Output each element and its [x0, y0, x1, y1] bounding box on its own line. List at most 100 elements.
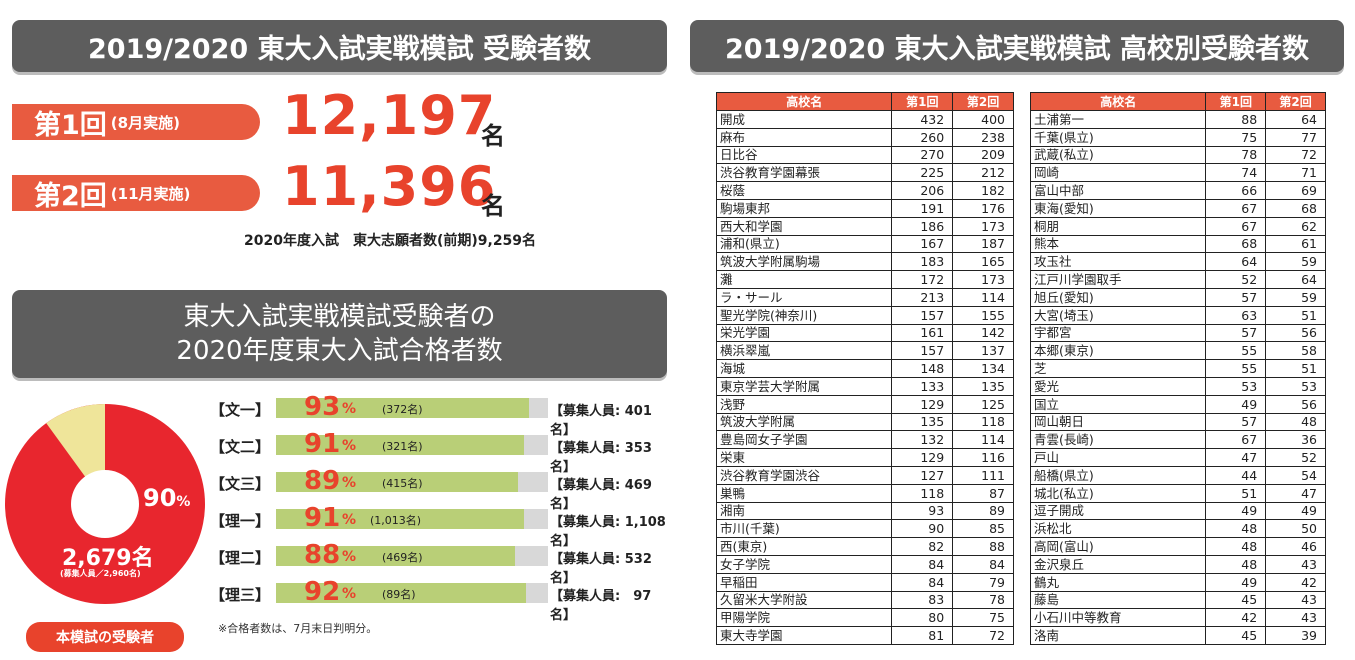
table-row: 女子学院 84 84 — [715, 555, 1014, 574]
faculty-passers: (469名) — [382, 551, 423, 564]
faculty-quota: 【募集人員: 401名】 — [550, 404, 652, 438]
donut-percent: 90% — [143, 484, 190, 512]
examinees-label: 本模試の受験者 — [26, 622, 184, 652]
faculty-quota: 【募集人員: 353名】 — [550, 441, 652, 475]
round2-unit: 名 — [481, 192, 505, 220]
table-row: 千葉(県立) 75 77 — [1029, 128, 1326, 147]
table-row: 栄光学園 161 142 — [715, 324, 1014, 343]
round1-count-cell: 260 — [891, 128, 954, 147]
school-name-cell: 麻布 — [715, 128, 893, 147]
round1-count-cell: 57 — [1205, 324, 1267, 343]
school-title: 2019/2020 東大入試実戦模試 高校別受験者数 — [725, 33, 1309, 65]
table-row: 日比谷 270 209 — [715, 146, 1014, 165]
round2-count-cell: 53 — [1265, 377, 1326, 396]
faculty-percent: 88 — [304, 540, 341, 570]
school-name-cell: 開成 — [715, 110, 893, 129]
round2-count-cell: 56 — [1265, 324, 1326, 343]
table-row: 藤島 45 43 — [1029, 591, 1326, 610]
round1-count-cell: 93 — [891, 502, 954, 521]
round2-count-cell: 72 — [1265, 146, 1326, 165]
round1-count-cell: 78 — [1205, 146, 1267, 165]
table-row: 鶴丸 49 42 — [1029, 573, 1326, 592]
school-name-cell: 湘南 — [715, 502, 893, 521]
table-row: 高岡(富山) 48 46 — [1029, 537, 1326, 556]
faculty-bar-track: 91% (1,013名) — [276, 503, 548, 533]
round2-count-cell: 173 — [952, 217, 1014, 236]
school-name-cell: 早稲田 — [715, 573, 893, 592]
round2-count-cell: 111 — [952, 466, 1014, 485]
faculty-percent: 89 — [304, 466, 341, 496]
table-row: 浦和(県立) 167 187 — [715, 235, 1014, 254]
round2-count-cell: 71 — [1265, 163, 1326, 183]
school-name-cell: 金沢泉丘 — [1029, 555, 1207, 574]
school-name-cell: 駒場東邦 — [715, 199, 893, 218]
round1-count-cell: 67 — [1205, 217, 1267, 236]
round2-count-cell: 52 — [1265, 448, 1326, 467]
round1-count-cell: 48 — [1205, 519, 1267, 539]
school-name-cell: 浦和(県立) — [715, 235, 893, 254]
participants-title: 2019/2020 東大入試実戦模試 受験者数 — [88, 33, 591, 65]
table-row: 浅野 129 125 — [715, 395, 1014, 414]
round1-count-cell: 135 — [891, 413, 954, 432]
round2-count-cell: 49 — [1265, 502, 1326, 521]
col-header-round1: 第1回 — [891, 92, 954, 111]
round1-count-cell: 132 — [891, 430, 954, 450]
round1-count-cell: 432 — [891, 110, 954, 129]
round2-count-cell: 42 — [1265, 573, 1326, 592]
round2-count-cell: 36 — [1265, 430, 1326, 450]
faculty-row: 【理一】 91% (1,013名) 【募集人員: 1,108名】 — [210, 503, 670, 549]
faculty-name: 【理二】 — [210, 549, 271, 567]
school-name-cell: 旭丘(愛知) — [1029, 288, 1207, 307]
school-table-1: 高校名 第1回 第2回 開成 432 400 麻布 260 238 日比谷 270 209 渋谷教… — [715, 92, 1014, 645]
school-name-cell: 東大寺学園 — [715, 626, 893, 645]
school-name-cell: 桐朋 — [1029, 217, 1207, 236]
school-name-cell: 日比谷 — [715, 146, 893, 165]
round2-count-cell: 54 — [1265, 466, 1326, 485]
round2-count-cell: 114 — [952, 430, 1014, 450]
faculty-name: 【文三】 — [210, 475, 271, 493]
table-row: 浜松北 48 50 — [1029, 519, 1326, 539]
round1-count-cell: 48 — [1205, 555, 1267, 574]
faculty-bar-fill — [276, 583, 526, 603]
school-name-cell: 栄東 — [715, 448, 893, 467]
round2-count-cell: 56 — [1265, 395, 1326, 414]
school-name-cell: 東海(愛知) — [1029, 199, 1207, 218]
round2-count-cell: 75 — [952, 608, 1014, 628]
school-name-cell: 宇都宮 — [1029, 324, 1207, 343]
round2-count-cell: 118 — [952, 413, 1014, 432]
school-name-cell: 甲陽学院 — [715, 608, 893, 628]
round1-count-cell: 75 — [1205, 128, 1267, 147]
faculty-name: 【理一】 — [210, 512, 271, 530]
round1-count-cell: 84 — [891, 555, 954, 574]
table-row: 芝 55 51 — [1029, 359, 1326, 378]
round2-count-cell: 46 — [1265, 537, 1326, 556]
round2-count-cell: 39 — [1265, 626, 1326, 645]
faculty-passers: (415名) — [382, 477, 423, 490]
passers-banner: 東大入試実戦模試受験者の 2020年度東大入試合格者数 — [12, 290, 667, 378]
table-row: 富山中部 66 69 — [1029, 181, 1326, 200]
round2-count-cell: 59 — [1265, 288, 1326, 307]
school-name-cell: 藤島 — [1029, 591, 1207, 610]
table-row: 灘 172 173 — [715, 270, 1014, 289]
faculty-percent: 91 — [304, 503, 341, 533]
table-row: 筑波大学附属駒場 183 165 — [715, 252, 1014, 272]
faculty-percent-sign: % — [342, 586, 357, 602]
table-row: 桜蔭 206 182 — [715, 181, 1014, 200]
faculty-bar-track: 88% (469名) — [276, 540, 548, 570]
round2-count-cell: 209 — [952, 146, 1014, 165]
table-row: 金沢泉丘 48 43 — [1029, 555, 1326, 574]
round1-count-cell: 44 — [1205, 466, 1267, 485]
col-header-round2: 第2回 — [952, 92, 1014, 111]
round1-count-cell: 45 — [1205, 591, 1267, 610]
round2-count-cell: 69 — [1265, 181, 1326, 200]
donut-percent-sign: % — [176, 494, 191, 510]
faculty-bar-track: 89% (415名) — [276, 466, 548, 496]
table-row: 桐朋 67 62 — [1029, 217, 1326, 236]
school-name-cell: 浜松北 — [1029, 519, 1207, 539]
round2-count-cell: 89 — [952, 502, 1014, 521]
school-name-cell: 浅野 — [715, 395, 893, 414]
round1-count-cell: 80 — [891, 608, 954, 628]
round2-count-cell: 212 — [952, 163, 1014, 183]
school-name-cell: 芝 — [1029, 359, 1207, 378]
table-row: 市川(千葉) 90 85 — [715, 519, 1014, 539]
